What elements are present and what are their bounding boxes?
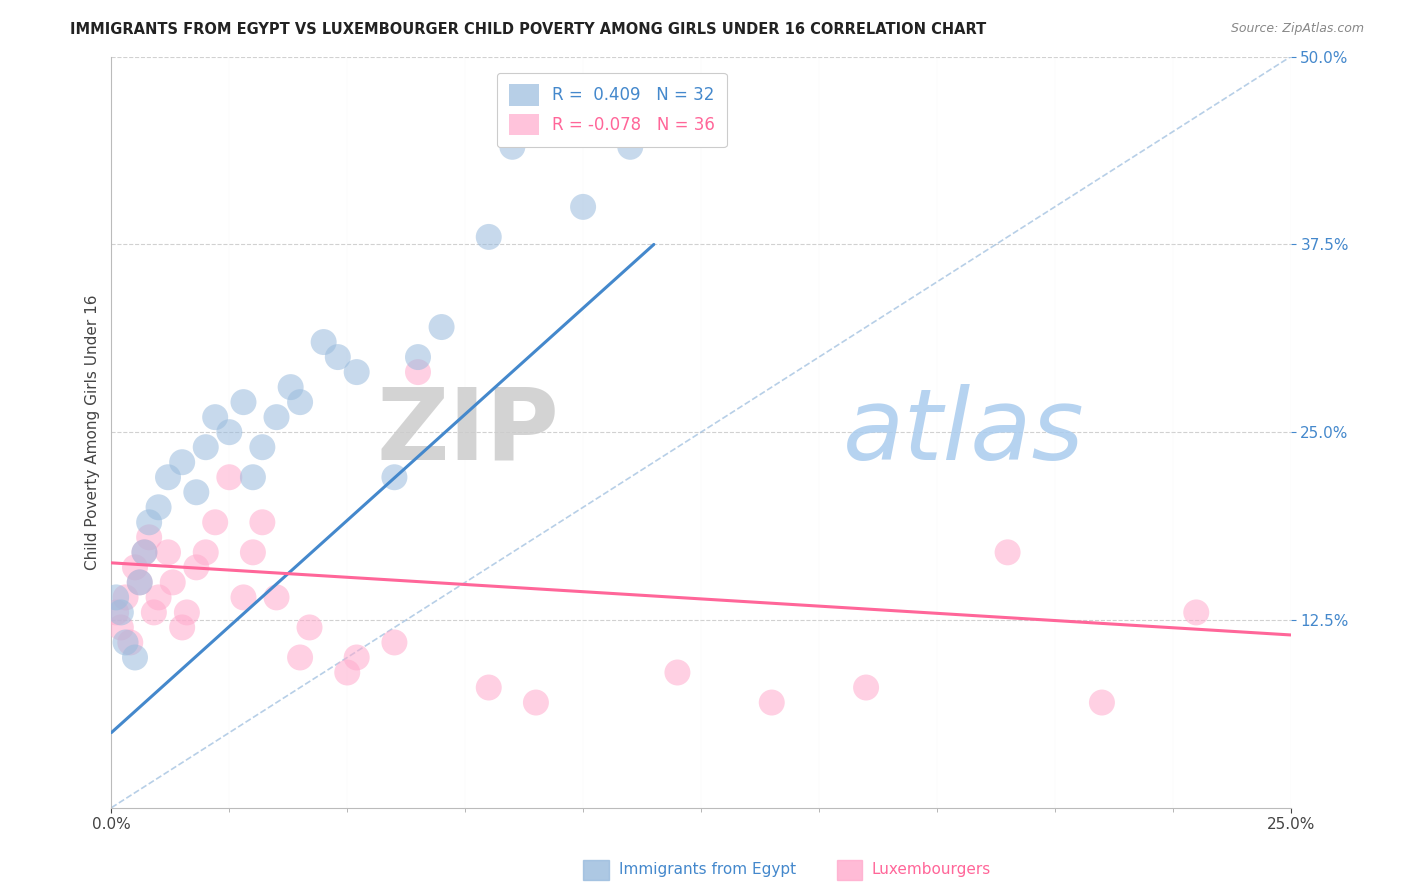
Point <box>242 545 264 559</box>
Y-axis label: Child Poverty Among Girls Under 16: Child Poverty Among Girls Under 16 <box>86 294 100 570</box>
Point <box>105 591 128 605</box>
Point <box>162 575 184 590</box>
Point <box>186 485 208 500</box>
Point <box>761 696 783 710</box>
Point <box>110 620 132 634</box>
Point <box>288 650 311 665</box>
Point <box>204 516 226 530</box>
Point <box>478 230 501 244</box>
Point <box>572 200 595 214</box>
Legend: R =  0.409   N = 32, R = -0.078   N = 36: R = 0.409 N = 32, R = -0.078 N = 36 <box>498 72 727 147</box>
Point <box>406 350 429 364</box>
Point <box>855 681 877 695</box>
Text: Source: ZipAtlas.com: Source: ZipAtlas.com <box>1230 22 1364 36</box>
Point <box>148 591 170 605</box>
Point <box>128 575 150 590</box>
Point <box>1091 696 1114 710</box>
Point <box>232 591 254 605</box>
Point <box>186 560 208 574</box>
Point <box>138 530 160 544</box>
Point <box>156 545 179 559</box>
Point <box>619 140 641 154</box>
Point <box>252 440 274 454</box>
Text: Immigrants from Egypt: Immigrants from Egypt <box>619 863 796 877</box>
Point <box>194 545 217 559</box>
Point <box>242 470 264 484</box>
Point <box>128 575 150 590</box>
Point <box>266 591 288 605</box>
Point <box>138 516 160 530</box>
Point <box>110 606 132 620</box>
Point <box>524 696 547 710</box>
Point <box>218 425 240 440</box>
Point <box>280 380 302 394</box>
Text: ZIP: ZIP <box>377 384 560 481</box>
Point <box>172 620 194 634</box>
Point <box>430 320 453 334</box>
Point <box>114 591 136 605</box>
Point <box>298 620 321 634</box>
Point <box>478 681 501 695</box>
Point <box>124 560 146 574</box>
Point <box>218 470 240 484</box>
Point <box>120 635 142 649</box>
Point <box>105 606 128 620</box>
Point <box>1185 606 1208 620</box>
Text: IMMIGRANTS FROM EGYPT VS LUXEMBOURGER CHILD POVERTY AMONG GIRLS UNDER 16 CORRELA: IMMIGRANTS FROM EGYPT VS LUXEMBOURGER CH… <box>70 22 987 37</box>
Point <box>232 395 254 409</box>
Point <box>406 365 429 379</box>
Point <box>666 665 689 680</box>
Point <box>172 455 194 469</box>
Point <box>288 395 311 409</box>
Point <box>114 635 136 649</box>
Point <box>252 516 274 530</box>
Point <box>142 606 165 620</box>
Point <box>194 440 217 454</box>
Point <box>336 665 359 680</box>
Point <box>266 410 288 425</box>
Text: Luxembourgers: Luxembourgers <box>872 863 991 877</box>
Point <box>384 470 406 484</box>
Point <box>134 545 156 559</box>
Point <box>595 125 617 139</box>
Point <box>501 140 523 154</box>
Point <box>346 365 368 379</box>
Point <box>176 606 198 620</box>
Text: atlas: atlas <box>842 384 1084 481</box>
Point <box>643 110 665 124</box>
Point <box>148 500 170 515</box>
Point <box>204 410 226 425</box>
Point <box>346 650 368 665</box>
Point <box>326 350 349 364</box>
Point <box>124 650 146 665</box>
Point <box>997 545 1019 559</box>
Point <box>384 635 406 649</box>
Point <box>134 545 156 559</box>
Point <box>156 470 179 484</box>
Point <box>312 334 335 349</box>
